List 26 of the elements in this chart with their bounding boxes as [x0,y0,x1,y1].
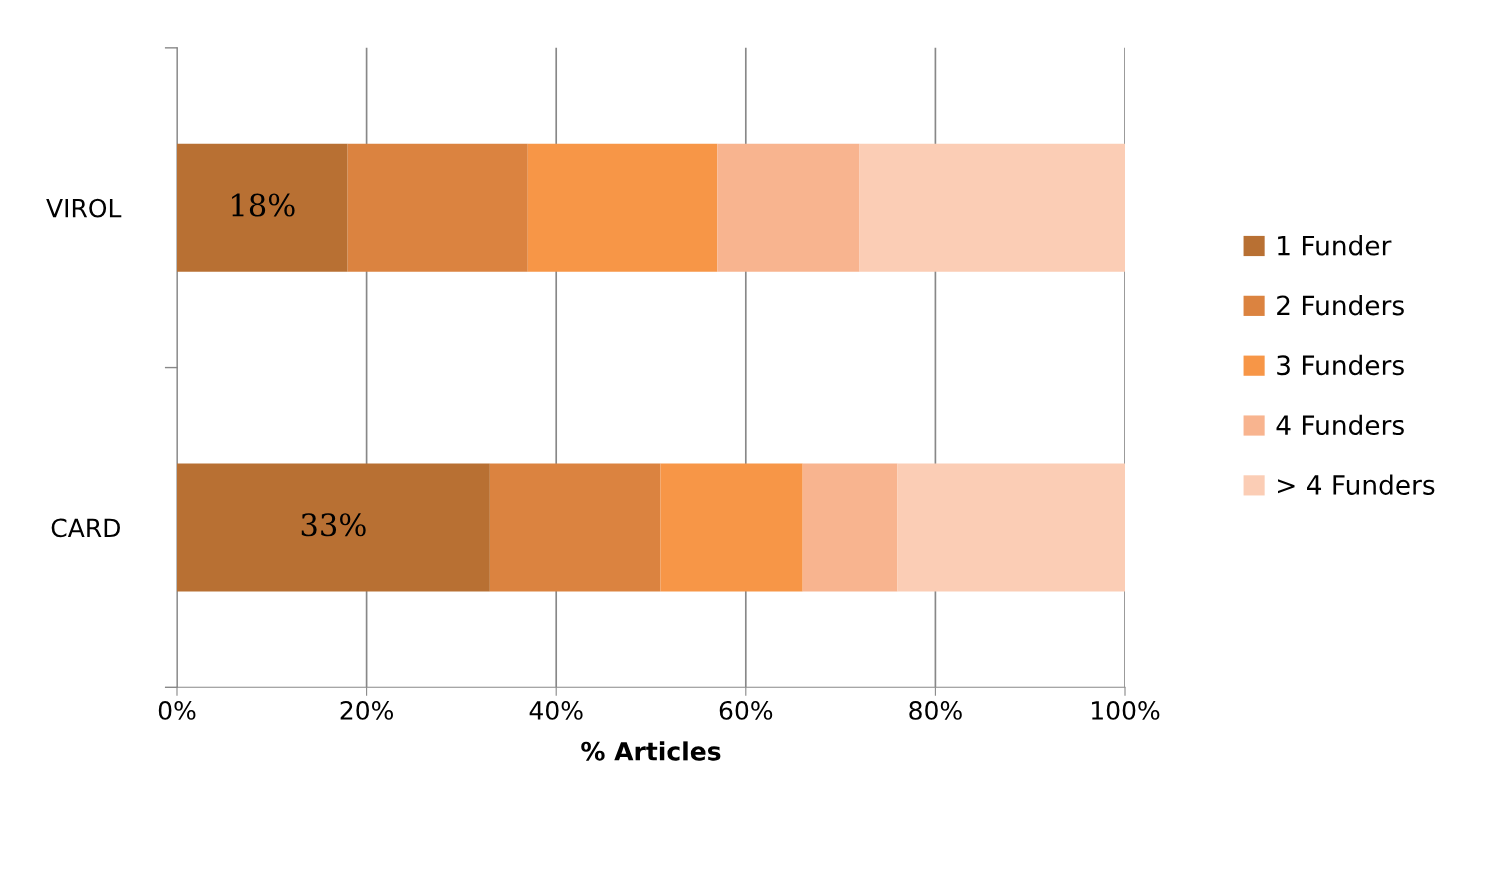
legend-label: 3 Funders [1277,354,1404,376]
bar [802,463,898,592]
bar [660,463,803,592]
x-tick-label: 20% [340,700,393,720]
x-tick-label: 100% [1092,700,1160,720]
y-tick-label: VIROL [46,198,122,218]
legend-label: 4 Funders [1276,414,1404,436]
bar [177,143,348,272]
y-tick-label: CARD [51,518,120,538]
bar [347,143,528,272]
legend-label: 2 Funders [1277,294,1404,316]
x-tick-label: 60% [719,700,773,720]
legend-label: > 4 Funders [1278,474,1435,495]
x-tick-label: 0% [158,700,196,720]
bar [717,143,860,272]
bar [859,143,1125,272]
legend-label: 1 Funder [1278,235,1392,256]
x-tick-label: 40% [529,700,583,720]
bar [897,463,1125,592]
data-label: 33% [301,513,366,537]
data-label: 18% [232,193,295,217]
bar [177,463,490,592]
x-axis-title: % Articles [581,741,721,761]
bar [527,143,718,272]
bar [489,463,661,592]
x-tick-label: 80% [909,700,962,720]
